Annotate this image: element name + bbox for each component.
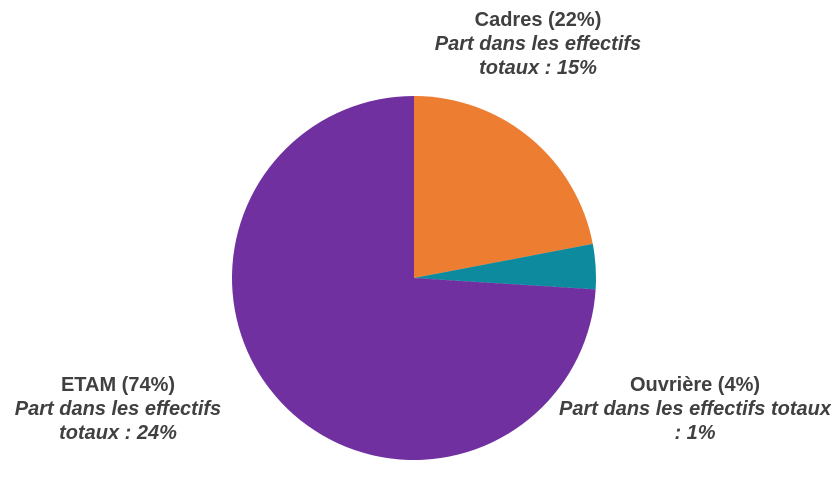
category-label: Ouvrière (4%) — [629, 374, 761, 396]
slice-label: Cadres (22%) Part dans les effectifs tota… — [408, 8, 668, 80]
category-label: ETAM (74%) — [60, 374, 176, 396]
category-label: Cadres (22%) — [474, 9, 602, 31]
pie-slice — [414, 96, 593, 278]
pie-slice — [232, 96, 596, 460]
annotation: Part dans les effectifs totaux : 1% — [559, 398, 831, 444]
pie-slice — [414, 243, 596, 290]
annotation: Part dans les effectifs totaux : 15% — [434, 33, 642, 79]
slice-label: Ouvrière (4%) Part dans les effectifs tot… — [555, 373, 831, 445]
annotation: Part dans les effectifs totaux : 24% — [14, 398, 222, 444]
slice-label: ETAM (74%) Part dans les effectifs totaux… — [8, 373, 228, 445]
